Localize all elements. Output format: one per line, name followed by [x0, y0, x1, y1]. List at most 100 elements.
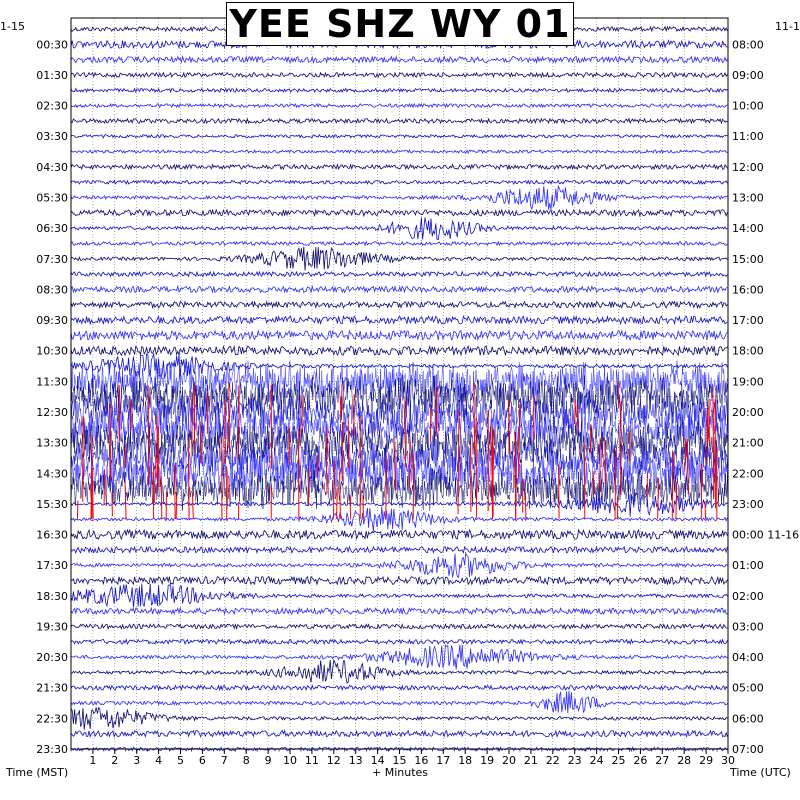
- clipped-spike: [160, 476, 163, 519]
- trace-line: [70, 71, 728, 79]
- trace-line: [70, 575, 728, 586]
- right-time-label: 20:00: [732, 406, 764, 419]
- left-time-label: 12:30: [36, 406, 68, 419]
- right-time-label: 15:00: [732, 253, 764, 266]
- clipped-spike: [91, 468, 94, 519]
- trace-line: [70, 493, 728, 517]
- clipped-spike: [333, 460, 335, 519]
- left-time-label: 13:30: [36, 437, 68, 450]
- trace-line: [70, 729, 728, 739]
- trace-line: [70, 684, 728, 692]
- trace-line: [70, 102, 728, 109]
- clipped-spike: [124, 483, 127, 519]
- clipped-spike: [228, 382, 231, 455]
- clipped-spike: [589, 424, 592, 454]
- right-time-label: 07:00: [732, 743, 764, 756]
- trace-line: [70, 270, 728, 278]
- clipped-spike: [394, 441, 396, 491]
- clipped-spike: [147, 385, 150, 485]
- trace-line: [70, 606, 728, 616]
- x-tick-label: 16: [414, 754, 428, 767]
- right-time-label: 05:00: [732, 682, 764, 695]
- left-time-label: 23:30: [36, 743, 68, 756]
- clipped-spike: [657, 478, 659, 519]
- x-tick-label: 27: [655, 754, 669, 767]
- clipped-spike: [353, 394, 355, 436]
- clipped-spike: [129, 399, 132, 431]
- clipped-spike: [124, 445, 127, 468]
- left-time-label: 07:30: [36, 253, 68, 266]
- right-time-label: 17:00: [732, 314, 764, 327]
- x-tick-label: 22: [546, 754, 560, 767]
- clipped-spike: [675, 482, 678, 519]
- right-time-label: 00:00 11-16: [732, 529, 799, 542]
- axis-layer: 1 2 3 4 5 6 7 8 9 10 11 12 13 14 15 16 17 18 19 20 21 22 23 24 2…: [36, 38, 799, 767]
- clipped-spike: [592, 471, 595, 495]
- right-time-label: 11:00: [732, 130, 764, 143]
- trace-line: [70, 690, 728, 714]
- right-time-label: 02:00: [732, 590, 764, 603]
- clipped-spike: [583, 443, 586, 519]
- left-time-label: 10:30: [36, 345, 68, 358]
- clipped-spike: [385, 456, 387, 519]
- x-tick-label: 1: [89, 754, 96, 767]
- clipped-spike: [175, 495, 178, 519]
- trace-line: [70, 528, 728, 541]
- clipped-spike: [316, 455, 319, 478]
- clipped-spike: [206, 392, 209, 435]
- clipped-spike: [715, 447, 718, 519]
- trace-line: [70, 240, 728, 247]
- clipped-spike: [237, 385, 240, 418]
- x-tick-label: 9: [265, 754, 272, 767]
- x-tick-label: 11: [305, 754, 319, 767]
- left-time-label: 18:30: [36, 590, 68, 603]
- right-time-label: 09:00: [732, 69, 764, 82]
- x-tick-label: 7: [221, 754, 228, 767]
- right-time-label: 01:00: [732, 559, 764, 572]
- clipped-spike: [708, 399, 710, 447]
- trace-line: [70, 344, 728, 357]
- left-time-label: 04:30: [36, 161, 68, 174]
- clipped-spike: [404, 397, 407, 468]
- x-tick-label: 24: [590, 754, 604, 767]
- clipped-spike: [340, 383, 343, 415]
- trace-line: [70, 583, 728, 608]
- left-time-label: 11:30: [36, 375, 68, 388]
- chart-title: YEE SHZ WY 01: [229, 2, 571, 46]
- trace-line: [70, 246, 728, 271]
- trace-line: [70, 184, 728, 210]
- left-time-label: 16:30: [36, 529, 68, 542]
- x-tick-label: 3: [133, 754, 140, 767]
- x-tick-label: 25: [612, 754, 626, 767]
- clipped-spike: [492, 447, 494, 519]
- left-time-label: 03:30: [36, 130, 68, 143]
- clipped-spike: [704, 501, 706, 519]
- x-tick-label: 8: [243, 754, 250, 767]
- right-time-label: 21:00: [732, 437, 764, 450]
- clipped-spike: [574, 399, 576, 424]
- clipped-spike: [76, 500, 79, 519]
- trace-line: [70, 466, 728, 512]
- left-time-label: 00:30: [36, 38, 68, 51]
- trace-line: [70, 644, 728, 670]
- left-time-label: 21:30: [36, 682, 68, 695]
- clipped-spike: [700, 463, 703, 519]
- trace-line: [70, 284, 728, 294]
- right-time-label: 19:00: [732, 375, 764, 388]
- left-time-label: 02:30: [36, 100, 68, 113]
- left-time-label: 05:30: [36, 192, 68, 205]
- x-tick-label: 2: [111, 754, 118, 767]
- trace-line: [70, 437, 728, 481]
- x-tick-label: 30: [721, 754, 735, 767]
- trace-line: [70, 638, 728, 646]
- clipped-spike: [111, 491, 113, 517]
- clipped-spike: [706, 407, 708, 463]
- clipped-spike: [617, 381, 620, 408]
- trace-line: [70, 451, 728, 495]
- right-time-label: 14:00: [732, 222, 764, 235]
- clipped-spike: [349, 494, 352, 519]
- trace-line: [70, 706, 728, 730]
- x-tick-label: 23: [568, 754, 582, 767]
- clipped-spike: [712, 388, 715, 498]
